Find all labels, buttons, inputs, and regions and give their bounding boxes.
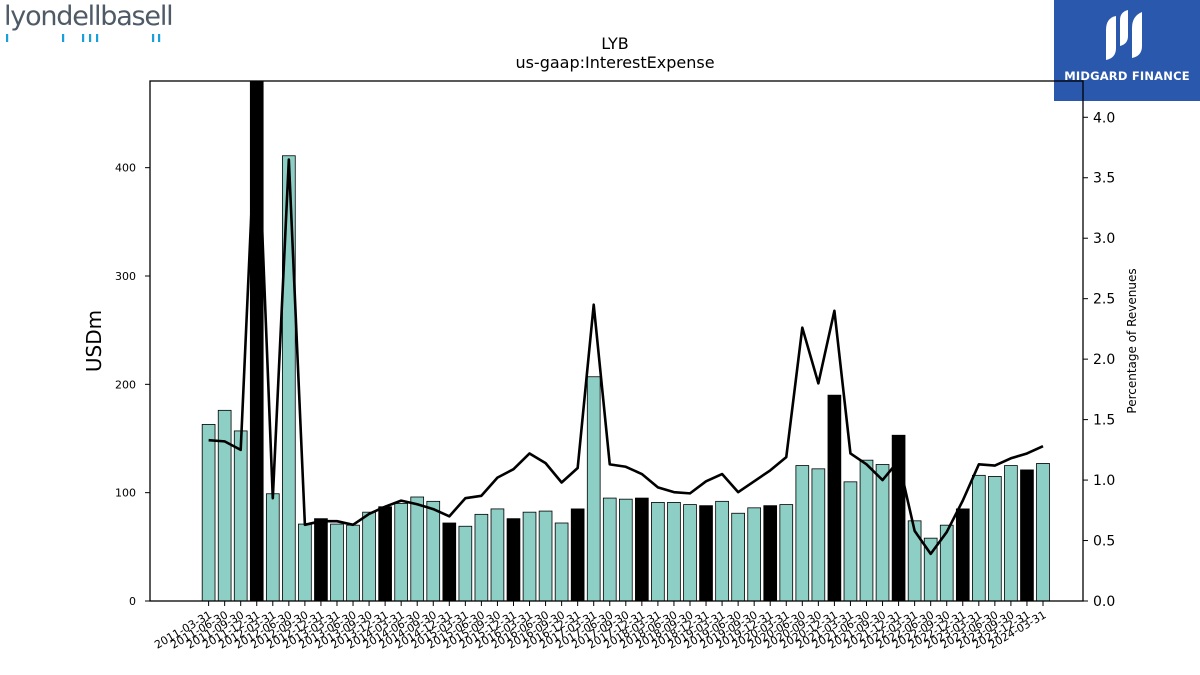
bar — [362, 511, 376, 602]
bar — [731, 512, 745, 602]
bar — [410, 496, 425, 602]
bar — [955, 508, 970, 602]
plot-frame — [149, 80, 1084, 602]
y2-tick-label: 1.0 — [1093, 473, 1115, 489]
bar — [618, 498, 633, 602]
bar — [1036, 463, 1050, 602]
plot-area: 0 100 200 300 400 0.0 0.5 1.0 1.5 2.0 2.5 3.0 3.5 4.0… — [115, 80, 1115, 652]
bar — [875, 464, 890, 602]
bar — [474, 513, 489, 602]
y-tick-label: 300 — [115, 270, 136, 283]
bar — [972, 474, 986, 602]
bar — [217, 409, 232, 602]
y-tick-label: 100 — [115, 487, 136, 500]
y2-axis-label: Percentage of Revenues — [1125, 268, 1139, 413]
y-tick-label: 200 — [115, 378, 136, 391]
y2-tick-label: 0.0 — [1093, 594, 1115, 610]
chart-title: LYB — [601, 34, 629, 53]
bar — [249, 80, 264, 602]
bar — [298, 523, 312, 602]
bar — [827, 394, 842, 602]
bar — [426, 500, 441, 602]
bar — [586, 376, 601, 602]
bar — [811, 468, 826, 602]
bar — [988, 476, 1002, 602]
bar — [538, 510, 553, 602]
y2-tick-label: 4.0 — [1093, 110, 1115, 126]
bar — [330, 523, 344, 602]
bar — [699, 505, 713, 602]
bar — [715, 500, 729, 602]
bar — [394, 503, 408, 602]
bar — [522, 511, 537, 602]
y2-tick-label: 3.5 — [1093, 171, 1115, 187]
bar — [683, 504, 697, 602]
bar — [554, 522, 569, 602]
bar — [490, 508, 505, 602]
lyondellbasell-logo-text: lyondellbasell — [4, 1, 174, 32]
bar — [1020, 469, 1034, 602]
bar — [378, 506, 392, 602]
y2-tick-label: 1.5 — [1093, 413, 1115, 429]
logo-tick-marks — [6, 34, 161, 42]
bar — [570, 508, 585, 602]
y2-tick-label: 3.0 — [1093, 231, 1115, 247]
ratio-line — [208, 91, 1044, 556]
bar — [763, 505, 778, 602]
bar — [282, 155, 296, 602]
lyondellbasell-logo: lyondellbasell — [4, 2, 174, 50]
bar — [1004, 465, 1018, 602]
midgard-finance-logo: MIDGARD FINANCE — [1054, 0, 1200, 101]
bar — [233, 430, 248, 602]
bar — [635, 497, 649, 602]
bar — [747, 507, 762, 602]
bar — [314, 518, 328, 602]
midgard-emblem-icon — [1106, 10, 1142, 60]
bar — [667, 502, 681, 602]
y2-tick-label: 2.0 — [1093, 352, 1115, 368]
bar — [506, 518, 521, 602]
midgard-finance-logo-text: MIDGARD FINANCE — [1064, 69, 1190, 83]
bar — [843, 481, 858, 602]
bar — [201, 424, 216, 602]
bar — [442, 522, 457, 602]
bar — [602, 497, 617, 602]
bar — [779, 504, 794, 602]
bar — [458, 525, 473, 602]
bar — [346, 524, 360, 602]
bar — [795, 465, 810, 602]
y-tick-label: 400 — [115, 162, 136, 175]
chart-subtitle: us-gaap:InterestExpense — [515, 53, 714, 72]
bar — [859, 459, 874, 602]
bar — [265, 493, 280, 602]
bar — [651, 502, 665, 602]
y2-tick-label: 2.5 — [1093, 292, 1115, 308]
y2-tick-label: 0.5 — [1093, 534, 1115, 550]
y-axis-label: USDm — [82, 310, 106, 372]
y-tick-label: 0 — [129, 595, 136, 608]
